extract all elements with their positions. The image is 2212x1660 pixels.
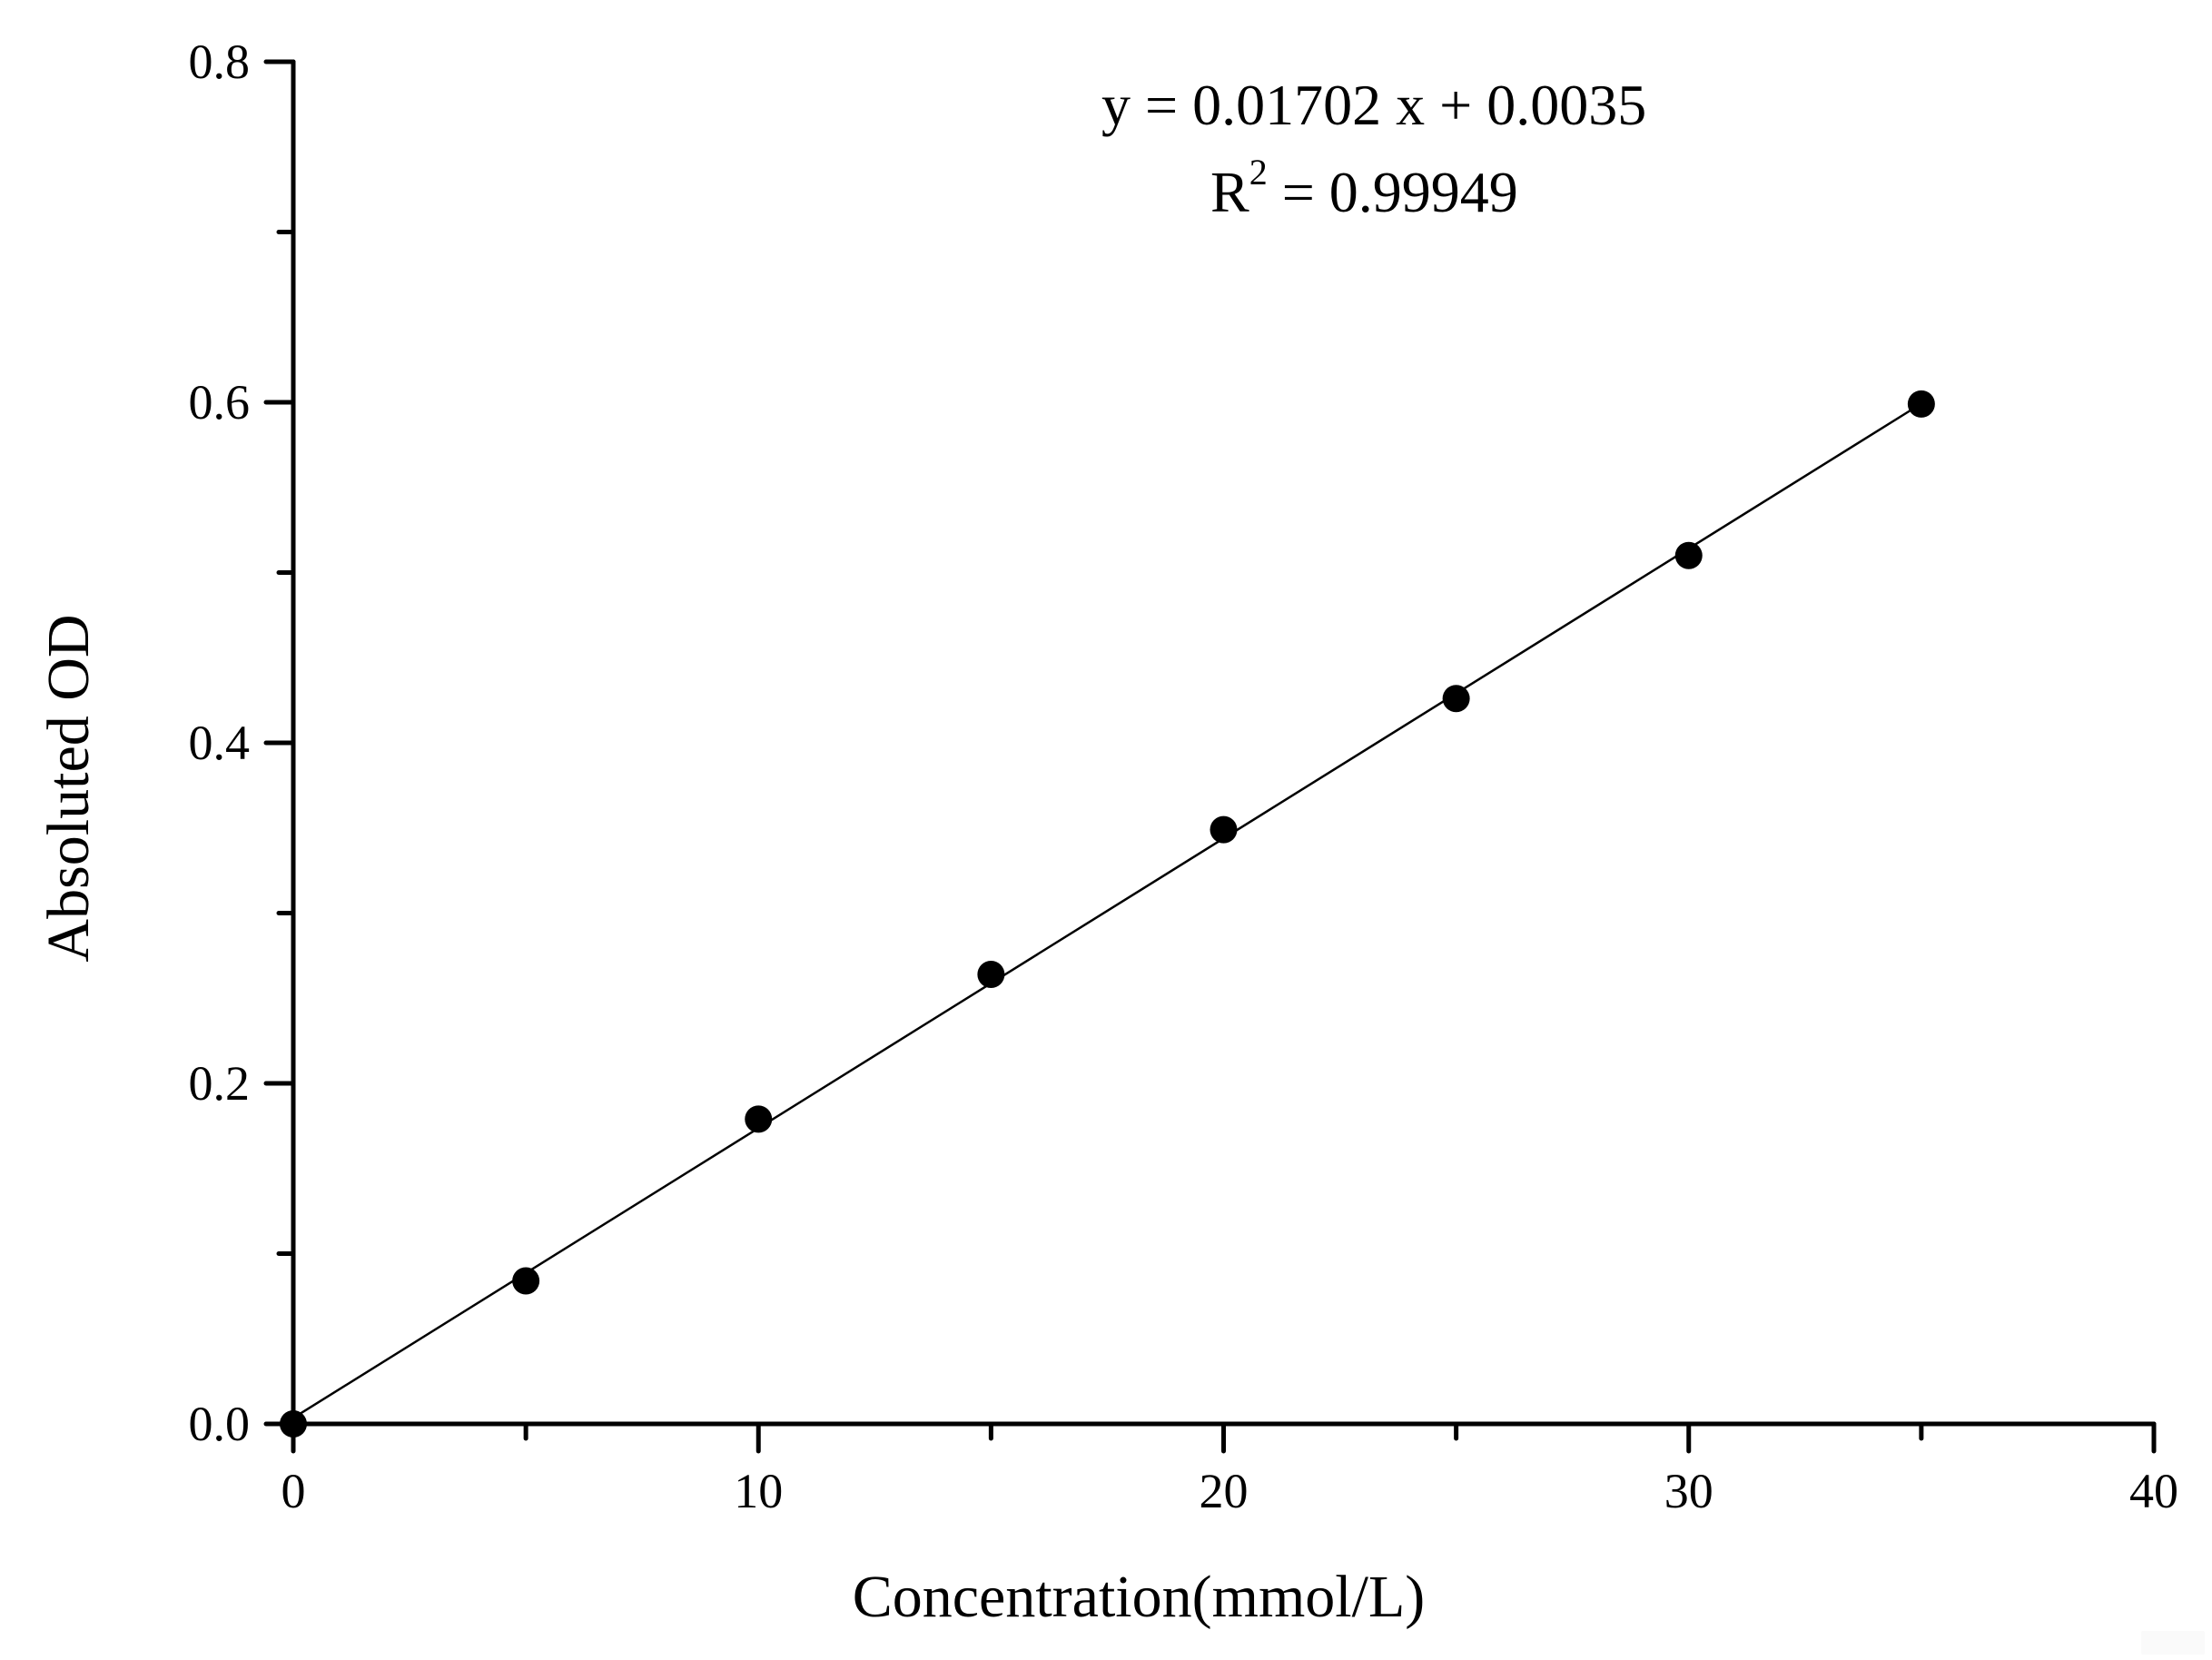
x-tick-label: 10 xyxy=(734,1464,783,1518)
y-tick-label: 0.8 xyxy=(189,35,251,89)
x-tick-label: 0 xyxy=(281,1464,306,1518)
x-tick-label: 40 xyxy=(2129,1464,2178,1518)
y-tick-label: 0.4 xyxy=(189,716,251,770)
r-squared-value: = 0.99949 xyxy=(1268,160,1518,224)
data-point xyxy=(512,1267,540,1295)
y-axis-title: Absoluted OD xyxy=(35,614,102,962)
regression-equation: y = 0.01702 x + 0.0035 xyxy=(1101,73,1646,137)
r-squared-superscript: 2 xyxy=(1249,152,1268,193)
data-point xyxy=(1210,815,1238,844)
fit-line xyxy=(292,402,1922,1419)
y-tick-label: 0.2 xyxy=(189,1056,251,1111)
data-point xyxy=(1907,390,1935,418)
data-point xyxy=(1442,685,1470,713)
data-point xyxy=(977,961,1005,988)
y-tick-label: 0.6 xyxy=(189,375,251,430)
regression-line xyxy=(292,402,1922,1419)
x-tick-label: 20 xyxy=(1200,1464,1249,1518)
r-squared-annotation: R2 = 0.99949 xyxy=(1210,152,1518,224)
data-point xyxy=(1674,541,1703,569)
data-point xyxy=(280,1410,307,1438)
r-squared-r: R xyxy=(1210,160,1249,224)
watermark xyxy=(2141,1631,2205,1655)
data-point xyxy=(745,1105,773,1133)
data-points xyxy=(280,390,1935,1438)
x-axis-title: Concentration(mmol/L) xyxy=(853,1564,1426,1630)
axes: 0 10 20 30 40 0.0 0.2 0.4 0.6 0.8 xyxy=(189,35,2179,1518)
y-tick-label: 0.0 xyxy=(189,1397,251,1451)
x-tick-label: 30 xyxy=(1664,1464,1713,1518)
